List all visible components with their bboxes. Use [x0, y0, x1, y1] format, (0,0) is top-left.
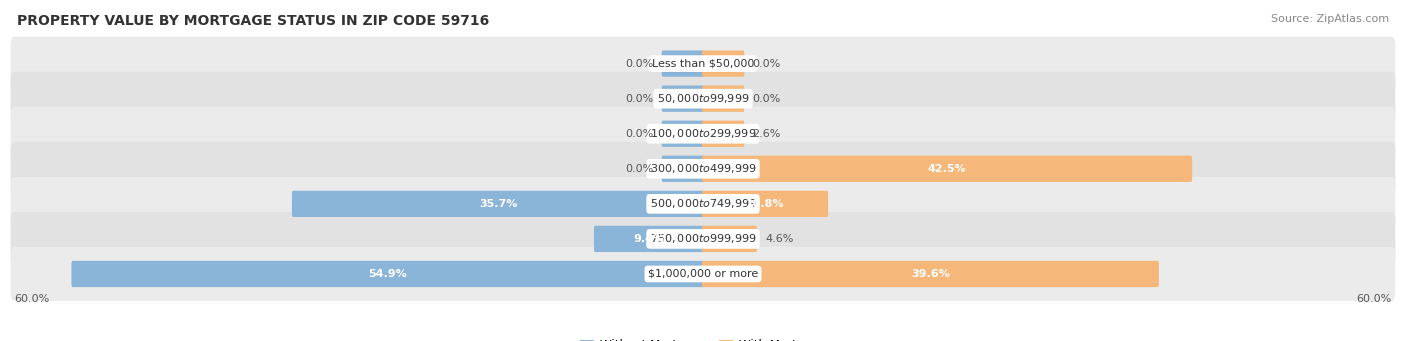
Text: 54.9%: 54.9%	[368, 269, 408, 279]
Text: 0.0%: 0.0%	[752, 59, 780, 69]
FancyBboxPatch shape	[702, 121, 744, 147]
Text: 9.4%: 9.4%	[634, 234, 665, 244]
Text: 2.6%: 2.6%	[752, 129, 780, 139]
Legend: Without Mortgage, With Mortgage: Without Mortgage, With Mortgage	[575, 335, 831, 341]
Text: $750,000 to $999,999: $750,000 to $999,999	[650, 233, 756, 246]
FancyBboxPatch shape	[702, 50, 744, 77]
Text: $500,000 to $749,999: $500,000 to $749,999	[650, 197, 756, 210]
Text: 39.6%: 39.6%	[911, 269, 949, 279]
FancyBboxPatch shape	[292, 191, 704, 217]
FancyBboxPatch shape	[11, 107, 1395, 161]
Text: 60.0%: 60.0%	[14, 294, 49, 303]
FancyBboxPatch shape	[11, 36, 1395, 91]
Text: 0.0%: 0.0%	[752, 94, 780, 104]
FancyBboxPatch shape	[11, 142, 1395, 196]
Text: 35.7%: 35.7%	[479, 199, 517, 209]
FancyBboxPatch shape	[11, 72, 1395, 126]
Text: $50,000 to $99,999: $50,000 to $99,999	[657, 92, 749, 105]
FancyBboxPatch shape	[662, 86, 704, 112]
FancyBboxPatch shape	[702, 86, 744, 112]
FancyBboxPatch shape	[662, 155, 704, 182]
Text: 42.5%: 42.5%	[928, 164, 966, 174]
FancyBboxPatch shape	[662, 121, 704, 147]
Text: $1,000,000 or more: $1,000,000 or more	[648, 269, 758, 279]
FancyBboxPatch shape	[702, 261, 1159, 287]
Text: $100,000 to $299,999: $100,000 to $299,999	[650, 127, 756, 140]
FancyBboxPatch shape	[11, 177, 1395, 231]
FancyBboxPatch shape	[702, 191, 828, 217]
Text: 0.0%: 0.0%	[626, 129, 654, 139]
Text: 0.0%: 0.0%	[626, 59, 654, 69]
Text: 60.0%: 60.0%	[1357, 294, 1392, 303]
Text: 4.6%: 4.6%	[765, 234, 793, 244]
Text: PROPERTY VALUE BY MORTGAGE STATUS IN ZIP CODE 59716: PROPERTY VALUE BY MORTGAGE STATUS IN ZIP…	[17, 14, 489, 28]
Text: 0.0%: 0.0%	[626, 164, 654, 174]
FancyBboxPatch shape	[662, 50, 704, 77]
FancyBboxPatch shape	[11, 212, 1395, 266]
Text: $300,000 to $499,999: $300,000 to $499,999	[650, 162, 756, 175]
FancyBboxPatch shape	[702, 226, 756, 252]
FancyBboxPatch shape	[593, 226, 704, 252]
FancyBboxPatch shape	[11, 247, 1395, 301]
Text: 0.0%: 0.0%	[626, 94, 654, 104]
FancyBboxPatch shape	[702, 155, 1192, 182]
FancyBboxPatch shape	[72, 261, 704, 287]
Text: 10.8%: 10.8%	[745, 199, 785, 209]
Text: Less than $50,000: Less than $50,000	[652, 59, 754, 69]
Text: Source: ZipAtlas.com: Source: ZipAtlas.com	[1271, 14, 1389, 24]
